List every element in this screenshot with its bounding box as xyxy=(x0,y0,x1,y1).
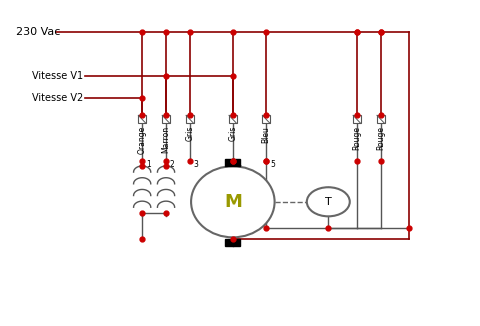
Bar xyxy=(377,115,384,124)
Bar xyxy=(353,115,361,124)
Text: Rouge: Rouge xyxy=(352,126,361,150)
Text: 3: 3 xyxy=(194,160,199,169)
Bar xyxy=(162,115,170,124)
Circle shape xyxy=(307,187,350,216)
Bar xyxy=(225,239,240,246)
Text: Rouge: Rouge xyxy=(376,126,385,150)
Bar xyxy=(186,115,194,124)
Text: 230 Vac: 230 Vac xyxy=(16,27,60,37)
Bar xyxy=(138,115,146,124)
Text: Bleu: Bleu xyxy=(262,126,271,143)
Text: M: M xyxy=(224,193,242,211)
Text: 4: 4 xyxy=(237,160,241,169)
Text: 1: 1 xyxy=(146,160,151,169)
Text: Orange: Orange xyxy=(138,126,147,154)
Text: Vitesse V2: Vitesse V2 xyxy=(33,93,84,103)
Text: Gris: Gris xyxy=(185,126,194,141)
Ellipse shape xyxy=(191,166,275,237)
Text: 2: 2 xyxy=(170,160,175,169)
Text: T: T xyxy=(325,197,332,207)
Text: Vitesse V1: Vitesse V1 xyxy=(33,71,84,81)
Bar xyxy=(225,159,240,166)
Text: Gris: Gris xyxy=(228,126,237,141)
Text: 5: 5 xyxy=(270,160,275,169)
Bar xyxy=(263,115,270,124)
Text: Marron: Marron xyxy=(162,126,170,153)
Bar xyxy=(229,115,237,124)
